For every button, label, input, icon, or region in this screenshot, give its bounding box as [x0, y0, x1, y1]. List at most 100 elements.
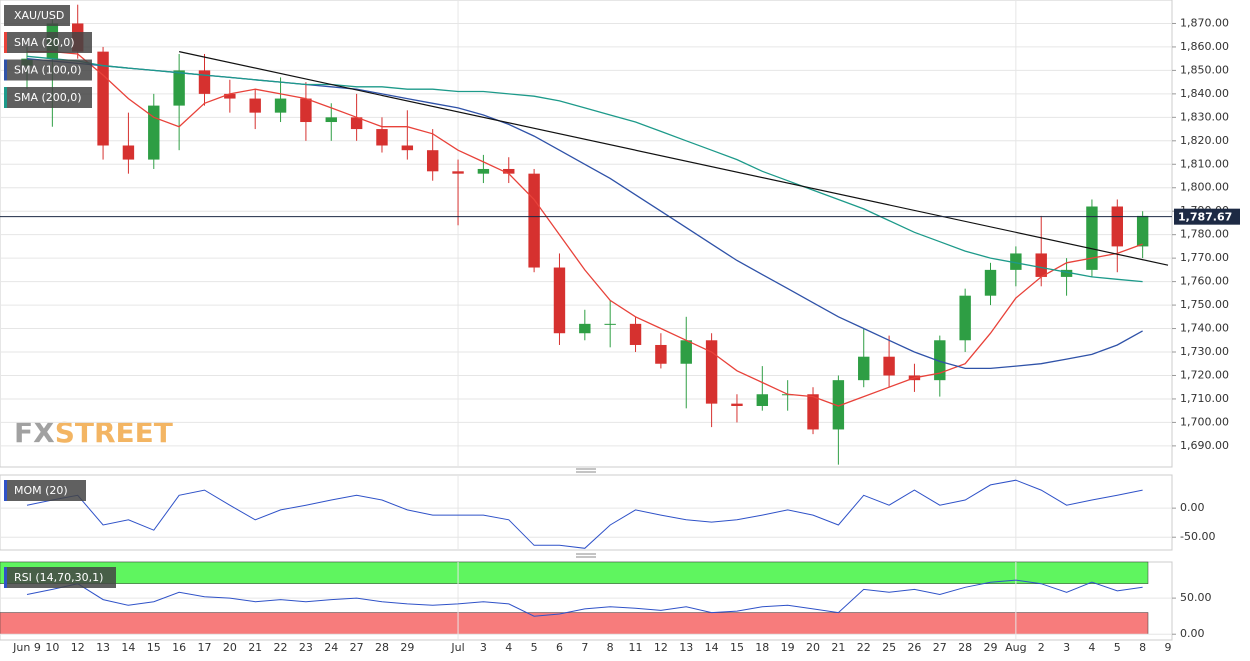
x-tick-label: 26	[907, 641, 921, 654]
oversold-band	[0, 612, 1149, 635]
y-tick-label: 1,760.00	[1180, 275, 1229, 288]
y-tick-label: 1,780.00	[1180, 228, 1229, 241]
indicator-line	[26, 579, 1143, 617]
candle-body	[198, 70, 211, 94]
candle-body	[173, 70, 185, 106]
candle-body	[705, 340, 718, 404]
legend-label: SMA (200,0)	[14, 91, 82, 104]
x-tick-label: 3	[1063, 641, 1070, 654]
x-tick-label: 21	[831, 641, 845, 654]
x-tick-label: Jul	[450, 641, 464, 654]
candle-body	[452, 171, 464, 174]
y-tick-label: 1,860.00	[1180, 40, 1229, 53]
y-tick-label: 1,810.00	[1180, 157, 1229, 170]
x-tick-label: 8	[607, 641, 614, 654]
candle-body	[249, 98, 261, 113]
x-tick-label: 18	[755, 641, 769, 654]
x-tick-label: 13	[96, 641, 110, 654]
x-tick-label: 20	[223, 641, 237, 654]
x-tick-label: 17	[197, 641, 211, 654]
candle-body	[832, 380, 845, 430]
last-price-label: 1,787.67	[1178, 211, 1232, 224]
x-tick-label: 9	[1165, 641, 1172, 654]
x-tick-label: 10	[45, 641, 59, 654]
candle-body	[325, 117, 337, 123]
x-tick-label: 12	[654, 641, 668, 654]
legend-label: RSI (14,70,30,1)	[14, 571, 103, 584]
candle-body	[477, 168, 490, 174]
x-tick-label: 20	[806, 641, 820, 654]
candle-body	[224, 93, 236, 99]
candle-body	[1086, 206, 1098, 270]
candle-body	[350, 117, 363, 130]
x-tick-label: 13	[679, 641, 693, 654]
x-tick-label: 6	[556, 641, 563, 654]
candle-body	[1035, 253, 1047, 277]
y-tick-label: 1,750.00	[1180, 298, 1229, 311]
legend-swatch	[4, 567, 7, 588]
candle-body	[376, 129, 388, 146]
x-tick-label: Jun 9	[12, 641, 41, 654]
x-tick-label: 5	[531, 641, 538, 654]
y-tick-label: 1,730.00	[1180, 345, 1229, 358]
y-tick-label: -50.00	[1180, 530, 1215, 543]
x-tick-label: Aug	[1005, 641, 1026, 654]
x-tick-label: 2	[1038, 641, 1045, 654]
candle-body	[756, 394, 769, 406]
candle-body	[858, 356, 870, 381]
candle-body	[1111, 206, 1123, 247]
y-tick-label: 1,720.00	[1180, 368, 1229, 381]
x-tick-label: 4	[1088, 641, 1095, 654]
candle-body	[579, 323, 591, 334]
x-tick-label: 23	[299, 641, 313, 654]
legend-box	[4, 32, 92, 53]
x-tick-label: 7	[581, 641, 588, 654]
candle-body	[629, 323, 642, 345]
legend-box	[4, 59, 92, 81]
legend-box	[4, 567, 116, 588]
x-tick-label: 22	[857, 641, 871, 654]
y-tick-label: 0.00	[1180, 627, 1205, 640]
candle-body	[426, 150, 439, 172]
legend-label: SMA (100,0)	[14, 64, 82, 77]
candle-body	[807, 394, 819, 430]
legend-label: MOM (20)	[14, 484, 68, 497]
legend-label: SMA (20,0)	[14, 36, 75, 49]
x-tick-label: 8	[1139, 641, 1146, 654]
overbought-band	[0, 561, 1149, 584]
x-tick-label: 14	[705, 641, 719, 654]
x-tick-label: 21	[248, 641, 262, 654]
candle-body	[553, 267, 566, 334]
candle-body	[274, 98, 287, 113]
x-tick-label: 15	[730, 641, 744, 654]
candle-body	[604, 323, 616, 325]
y-tick-label: 1,690.00	[1180, 439, 1229, 452]
legend-box	[4, 480, 86, 501]
trendline	[179, 51, 1169, 266]
x-tick-label: 27	[933, 641, 947, 654]
legend-swatch	[4, 87, 7, 108]
x-tick-label: 22	[274, 641, 288, 654]
candle-body	[984, 269, 997, 296]
candle-body	[148, 105, 160, 160]
candle-body	[680, 340, 692, 364]
x-tick-label: 11	[629, 641, 643, 654]
watermark-part: STREET	[55, 416, 173, 449]
candle-body	[655, 344, 667, 364]
y-tick-label: 1,850.00	[1180, 63, 1229, 76]
x-tick-label: 3	[480, 641, 487, 654]
candle-body	[959, 295, 971, 341]
x-tick-label: 28	[375, 641, 389, 654]
x-tick-label: 24	[324, 641, 338, 654]
x-tick-label: 15	[147, 641, 161, 654]
candle-body	[97, 51, 109, 146]
legend-label: XAU/USD	[14, 9, 64, 22]
sma-line	[27, 50, 1143, 407]
mom-panel	[0, 474, 1173, 551]
watermark-part: FX	[14, 416, 55, 449]
candle-body	[934, 340, 946, 381]
candle-body	[1060, 269, 1073, 277]
candle-body	[883, 356, 895, 376]
watermark: FXSTREET	[14, 416, 173, 449]
